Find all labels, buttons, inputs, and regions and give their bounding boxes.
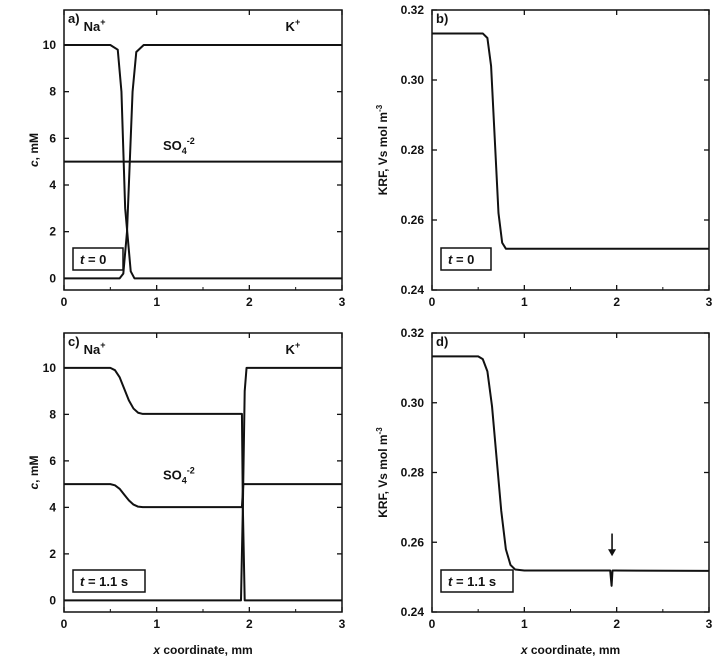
time-label-box xyxy=(72,569,146,593)
x-tick-label: 1 xyxy=(521,295,528,309)
y-axis-title: c, mM xyxy=(27,133,41,167)
panel-label: d) xyxy=(436,334,448,349)
time-label-box xyxy=(72,247,124,271)
x-tick-label: 2 xyxy=(613,295,620,309)
y-tick-label: 0.30 xyxy=(401,396,425,410)
chart-panel-a: 0 1 2 3 0 2 4 6 8 10 a) Na+ K+ SO4-2 t = 0 c, mM xyxy=(27,9,346,309)
x-tick-label: 1 xyxy=(153,295,160,309)
x-tick-label: 2 xyxy=(246,295,253,309)
series-line-1 xyxy=(432,32,709,250)
y-tick-label: 0 xyxy=(49,271,56,285)
species-label: K+ xyxy=(286,17,301,34)
time-label: t = 1.1 s xyxy=(448,574,496,589)
x-tick-label: 1 xyxy=(521,617,528,631)
series-line-1 xyxy=(432,355,710,587)
panel-label: b) xyxy=(436,11,448,26)
y-tick-label: 4 xyxy=(49,178,56,192)
y-tick-label: 0.28 xyxy=(401,466,425,480)
y-tick-label: 0.32 xyxy=(401,326,425,340)
y-tick-label: 0 xyxy=(49,593,56,607)
y-tick-label: 0.32 xyxy=(401,3,425,17)
series-line-1 xyxy=(64,44,342,280)
y-tick-label: 2 xyxy=(49,547,56,561)
x-tick-label: 3 xyxy=(339,295,346,309)
x-tick-label: 0 xyxy=(429,295,436,309)
time-label-box xyxy=(440,247,492,271)
x-tick-label: 2 xyxy=(613,617,620,631)
species-label: K+ xyxy=(286,340,301,357)
x-tick-label: 0 xyxy=(429,617,436,631)
y-tick-label: 8 xyxy=(49,407,56,421)
time-label-box xyxy=(440,569,514,593)
species-label: Na+ xyxy=(84,17,106,34)
panel-label: a) xyxy=(68,11,80,26)
x-axis-title: x coordinate, mm xyxy=(152,643,252,657)
species-label: Na+ xyxy=(84,340,106,357)
y-tick-label: 10 xyxy=(43,361,57,375)
time-label: t = 0 xyxy=(448,252,474,267)
y-axis-title: KRF, Vs mol m-3 xyxy=(375,427,390,518)
series-line-2 xyxy=(64,366,342,602)
chart-panel-d: 0 1 2 3 0.24 0.26 0.28 0.30 0.32 d) t = 1.1 s x coo… xyxy=(375,326,713,657)
y-tick-label: 6 xyxy=(49,454,56,468)
y-tick-label: 8 xyxy=(49,85,56,99)
species-label: SO4-2 xyxy=(163,136,195,156)
y-tick-label: 0.26 xyxy=(401,213,425,227)
x-tick-label: 2 xyxy=(246,617,253,631)
x-tick-label: 1 xyxy=(153,617,160,631)
arrow-head-icon xyxy=(608,549,617,557)
y-tick-label: 0.26 xyxy=(401,535,425,549)
y-tick-label: 4 xyxy=(49,500,56,514)
y-tick-label: 0.24 xyxy=(401,283,425,297)
species-label: SO4-2 xyxy=(163,465,195,485)
panel-label: c) xyxy=(68,334,80,349)
y-tick-label: 10 xyxy=(43,38,57,52)
y-tick-label: 0.30 xyxy=(401,73,425,87)
x-tick-label: 3 xyxy=(339,617,346,631)
x-axis-title: x coordinate, mm xyxy=(520,643,620,657)
x-tick-label: 0 xyxy=(61,617,68,631)
x-tick-label: 0 xyxy=(61,295,68,309)
time-label: t = 1.1 s xyxy=(80,574,128,589)
time-label: t = 0 xyxy=(80,252,106,267)
y-tick-label: 0.24 xyxy=(401,605,425,619)
y-tick-label: 0.28 xyxy=(401,143,425,157)
chart-panel-c: 0 1 2 3 0 2 4 6 8 10 c) Na+ K+ SO4-2 t = 1.1 s x coordi… xyxy=(27,332,346,657)
series-line-3 xyxy=(64,483,342,509)
chart-panel-b: 0 1 2 3 0.24 0.26 0.28 0.30 0.32 b) t = 0 KRF, Vs m… xyxy=(375,3,713,309)
x-tick-label: 3 xyxy=(706,295,713,309)
x-tick-label: 3 xyxy=(706,617,713,631)
y-axis-title: c, mM xyxy=(27,455,41,489)
y-tick-label: 6 xyxy=(49,131,56,145)
y-axis-title: KRF, Vs mol m-3 xyxy=(375,104,390,195)
y-tick-label: 2 xyxy=(49,225,56,239)
